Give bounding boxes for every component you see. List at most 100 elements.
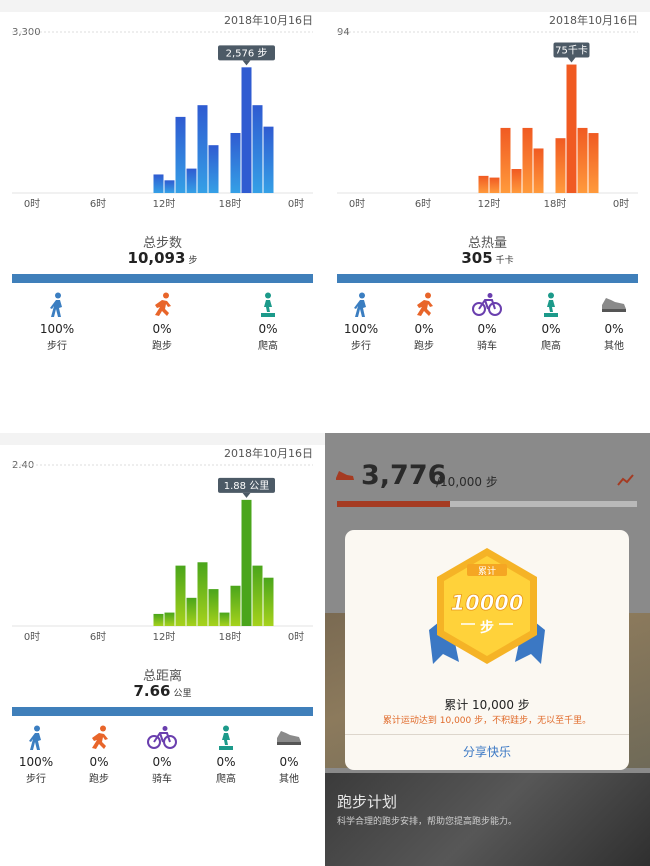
walk-icon: [50, 292, 62, 317]
activity-breakdown: 100% 步行 0% 跑步 0% 骑车 0% 爬高 0% 其他: [0, 725, 325, 795]
distance-panel: 2018年10月16日 2.40 0时 6时 12时 18时 0时 1.88 公里 总距离…: [0, 433, 325, 866]
activity-percent: 0%: [152, 755, 172, 769]
chart-bar[interactable]: [489, 177, 500, 193]
activity-percent: 0%: [216, 755, 236, 769]
activity-percent: 0%: [477, 322, 497, 336]
total-label: 总热量: [467, 236, 507, 251]
x-tick-label: 0时: [24, 198, 40, 210]
activity-percent: 100%: [18, 755, 54, 769]
steps-panel: 2018年10月16日 3,300 0时 6时 12时 18时 0时 2,576 步 总步…: [0, 0, 325, 433]
chart-bar[interactable]: [219, 612, 230, 626]
x-tick-label: 0时: [613, 198, 629, 210]
total-unit: 步: [188, 256, 198, 266]
chart-bar[interactable]: [208, 589, 219, 626]
chart-bar[interactable]: [175, 565, 186, 626]
steps-chart[interactable]: 0时 6时 12时 18时 0时 2,576 步: [0, 0, 325, 215]
total-value: 305 千卡: [325, 249, 650, 267]
run-icon: [155, 292, 171, 316]
chart-date: 2018年10月16日: [224, 14, 313, 27]
chart-bar[interactable]: [241, 499, 252, 626]
chart-bar[interactable]: [555, 138, 566, 193]
x-tick-label: 18时: [544, 198, 567, 210]
activity-percent: 100%: [39, 322, 75, 336]
chart-bar[interactable]: [230, 585, 241, 626]
x-tick-label: 6时: [415, 198, 431, 210]
badge-icon: 累计 10000 步: [429, 548, 545, 664]
activity-percent: 0%: [89, 755, 109, 769]
chart-bar[interactable]: [588, 133, 599, 193]
activity-name: 爬高: [258, 341, 278, 352]
chart-bar[interactable]: [164, 612, 175, 626]
chart-bar[interactable]: [208, 145, 219, 193]
total-unit: 千卡: [495, 256, 514, 266]
share-bar: [12, 707, 313, 716]
activity-item: 0% 爬高: [196, 725, 256, 785]
peak-callout: [218, 45, 275, 61]
running-plan-card[interactable]: [325, 773, 650, 866]
chart-bar[interactable]: [511, 169, 522, 193]
activity-percent: 0%: [152, 322, 172, 336]
activity-item: 100% 步行: [27, 292, 87, 352]
bike-icon: [472, 293, 502, 316]
chart-bar[interactable]: [230, 132, 241, 193]
x-tick-label: 12时: [478, 198, 501, 210]
step-progress-bar: [337, 501, 637, 507]
chart-bar[interactable]: [153, 174, 164, 193]
trend-icon[interactable]: [617, 473, 635, 487]
total-number: 10,093: [127, 249, 186, 267]
share-bar: [337, 274, 638, 283]
chart-bar[interactable]: [263, 577, 274, 626]
chart-bar[interactable]: [186, 597, 197, 626]
walk-icon: [354, 292, 366, 317]
peak-callout: [553, 42, 590, 58]
modal-description: 累计运动达到 10,000 步，不积跬步，无以至千里。: [382, 716, 592, 726]
total-value: 7.66 公里: [0, 682, 325, 700]
peak-pointer: [567, 57, 576, 63]
x-tick-label: 6时: [90, 631, 106, 643]
step-goal: /10,000 步: [436, 475, 498, 489]
climb-icon: [544, 292, 558, 317]
chart-bar[interactable]: [263, 126, 274, 193]
calories-chart[interactable]: 0时 6时 12时 18时 0时 75千卡: [325, 0, 650, 215]
step-progress-fill: [337, 501, 451, 507]
activity-item: 0% 其他: [584, 292, 644, 352]
distance-chart[interactable]: 0时 6时 12时 18时 0时 1.88 公里: [0, 433, 325, 648]
chart-bar[interactable]: [566, 64, 577, 193]
chart-bar[interactable]: [500, 127, 511, 193]
peak-label: 75千卡: [555, 44, 588, 57]
chart-date: 2018年10月16日: [549, 14, 638, 27]
chart-bar[interactable]: [186, 168, 197, 193]
x-tick-label: 0时: [288, 198, 304, 210]
chart-bar[interactable]: [522, 127, 533, 193]
activity-item: 0% 其他: [259, 725, 319, 785]
chart-bar[interactable]: [478, 175, 489, 193]
plan-subtitle: 科学合理的跑步安排，帮助您提高跑步能力。: [337, 817, 518, 827]
chart-bar[interactable]: [252, 105, 263, 193]
peak-label: 2,576 步: [226, 47, 268, 59]
current-steps: 3,776: [361, 460, 447, 491]
share-button[interactable]: 分享快乐: [462, 745, 511, 759]
achievement-screen: 3,776 /10,000 步 跑步计划 科学合理的跑步安排，帮助您提高跑步能力…: [325, 433, 650, 866]
activity-name: 步行: [351, 341, 371, 352]
chart-bar[interactable]: [164, 180, 175, 193]
chart-bar[interactable]: [175, 116, 186, 193]
chart-bar[interactable]: [153, 613, 164, 626]
activity-breakdown: 100% 步行 0% 跑步 0% 骑车 0% 爬高 0% 其他: [325, 292, 650, 362]
chart-bar[interactable]: [533, 148, 544, 193]
chart-bar[interactable]: [197, 562, 208, 626]
chart-bar[interactable]: [241, 67, 252, 193]
share-bar: [12, 274, 313, 283]
activity-item: 0% 跑步: [132, 292, 192, 352]
chart-bar[interactable]: [577, 127, 588, 193]
activity-name: 其他: [279, 774, 299, 785]
chart-bar[interactable]: [197, 105, 208, 193]
bike-icon: [147, 726, 177, 749]
activity-name: 跑步: [414, 341, 434, 352]
shoe-icon: [602, 298, 626, 312]
total-number: 7.66: [133, 682, 171, 700]
activity-item: 0% 骑车: [457, 292, 517, 352]
chart-date: 2018年10月16日: [224, 447, 313, 460]
chart-bar[interactable]: [252, 565, 263, 626]
top-strip: [0, 0, 325, 12]
x-tick-label: 12时: [153, 631, 176, 643]
